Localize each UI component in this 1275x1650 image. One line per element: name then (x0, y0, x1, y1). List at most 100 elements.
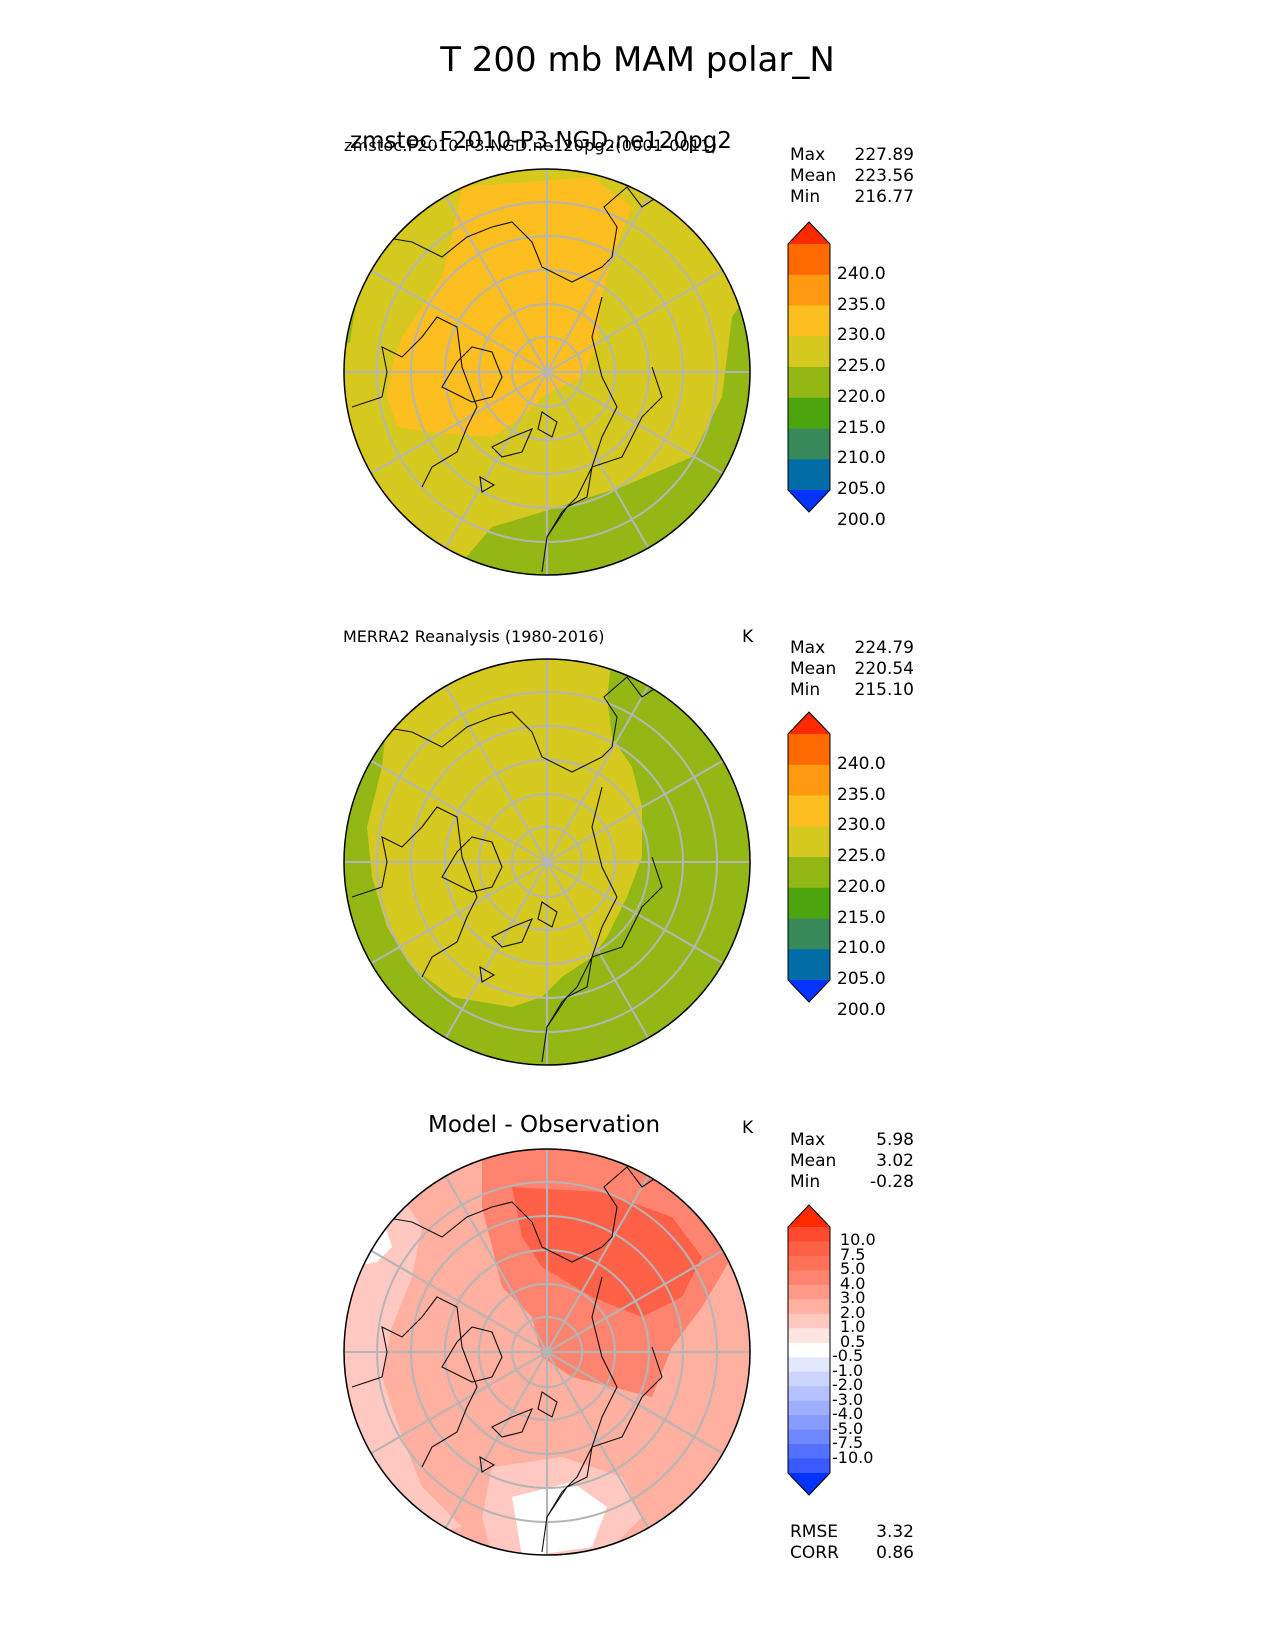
colorbar-extend-bottom (788, 490, 830, 512)
stat-max: Max 224.79 (790, 638, 914, 658)
colorbar-model (787, 221, 831, 513)
colorbar-swatch (788, 1342, 830, 1358)
field-region-center-olive (367, 659, 642, 1007)
colorbar-swatch (788, 428, 830, 460)
colorbar-extend-top (788, 1205, 830, 1227)
colorbar-swatch (788, 367, 830, 399)
colorbar-swatch (788, 336, 830, 368)
stat-rmse: RMSE 3.32 (790, 1522, 914, 1542)
colorbar-swatch (788, 1357, 830, 1373)
stat-mean: Mean 220.54 (790, 659, 914, 679)
colorbar-tick-label: 230.0 (837, 325, 886, 346)
coastlines (351, 1166, 673, 1553)
panel-obs-units: K (742, 627, 754, 647)
panel-model-stats: Max 227.89 Mean 223.56 Min 216.77 (790, 145, 914, 208)
colorbar-tick-label: 205.0 (837, 479, 886, 499)
colorbar-tick-label: -0.5 (832, 1346, 864, 1366)
stat-max: Max 227.89 (790, 145, 914, 165)
colorbar-outline (787, 1204, 831, 1496)
colorbar-swatches (787, 711, 831, 1003)
colorbar-tick-label: 215.0 (837, 907, 886, 928)
stat-mean: Mean 3.02 (790, 1151, 914, 1171)
colorbar-tick-label: 240.0 (837, 263, 886, 284)
colorbar-extend-bottom (788, 980, 830, 1002)
colorbar-tick-label: 5.0 (840, 1259, 866, 1279)
colorbar-tick-label: 205.0 (837, 969, 886, 989)
colorbar-swatch (788, 1328, 830, 1344)
colorbar-swatch (788, 1299, 830, 1315)
colorbar-tick-label: 225.0 (837, 356, 886, 376)
colorbar-tick-label: 220.0 (837, 876, 886, 897)
colorbar-tick-label: -5.0 (832, 1418, 864, 1438)
colorbar-tick-label: -1.0 (832, 1360, 864, 1380)
colorbar-swatch (788, 764, 830, 796)
colorbar-tick-label: -3.0 (832, 1389, 864, 1409)
colorbar-tick-label: 1.0 (840, 1317, 866, 1337)
colorbar-swatch (788, 734, 830, 766)
colorbar-swatch (788, 1255, 830, 1271)
stat-min: Min 215.10 (790, 680, 914, 700)
figure-title: T 200 mb MAM polar_N (440, 40, 835, 80)
colorbar-tick-label: 10.0 (840, 1230, 876, 1250)
colorbar-swatch (788, 1444, 830, 1460)
colorbar-tick-label: 220.0 (837, 386, 886, 407)
colorbar-tick-label: -10.0 (832, 1447, 874, 1467)
map-boundary (343, 1148, 751, 1556)
colorbar-swatch (788, 918, 830, 950)
map-obs (343, 658, 751, 1066)
map-diff (343, 1148, 751, 1556)
colorbar-tick-label: -4.0 (832, 1404, 864, 1424)
colorbar-swatch (788, 1371, 830, 1387)
colorbar-tick-label: 230.0 (837, 815, 886, 836)
colorbar-tick-label: -7.5 (832, 1433, 864, 1453)
colorbar-tick-label: -2.0 (832, 1375, 864, 1395)
colorbar-tick-label: 225.0 (837, 846, 886, 866)
colorbar-extend-top (788, 222, 830, 244)
colorbar-tick-label: 4.0 (840, 1273, 866, 1293)
stat-mean: Mean 223.56 (790, 166, 914, 186)
colorbar-tick-label: 235.0 (837, 784, 886, 805)
colorbar-swatches (787, 221, 831, 513)
panel-diff-rmse-corr: RMSE 3.32 CORR 0.86 (790, 1522, 914, 1564)
colorbar-swatch (788, 1415, 830, 1431)
colorbar-extend-bottom (788, 1473, 830, 1495)
field-region-south-white (512, 1482, 607, 1555)
graticule (344, 659, 750, 1065)
stat-min: Min 216.77 (790, 187, 914, 207)
colorbar-tick-label: 7.5 (840, 1244, 866, 1264)
colorbar-tick-label: 210.0 (837, 938, 886, 959)
map-model (343, 168, 751, 576)
panel-model-title-overlay: zmstoc.F2010-P3.NGD.ne120pg2(0001-0011) (344, 136, 718, 155)
panel-diff-title: Model - Observation (428, 1112, 661, 1138)
map-boundary (343, 168, 751, 576)
panel-obs-title: MERRA2 Reanalysis (1980-2016) (343, 627, 605, 646)
colorbar-swatch (788, 1227, 830, 1242)
colorbar-swatch (788, 1386, 830, 1402)
colorbar-swatch (788, 1270, 830, 1286)
colorbar-tick-label: 200.0 (837, 509, 886, 530)
graticule (344, 169, 750, 575)
field-region-southeast-green (462, 287, 750, 575)
colorbar-swatches (787, 1204, 831, 1496)
colorbar-obs (787, 711, 831, 1003)
colorbar-swatch (788, 397, 830, 429)
colorbar-tick-label: 3.0 (840, 1288, 866, 1308)
colorbar-tick-label: 0.5 (840, 1331, 866, 1351)
colorbar-tick-label: 2.0 (840, 1302, 866, 1322)
colorbar-swatch (788, 1313, 830, 1329)
colorbar-extend-top (788, 712, 830, 734)
stat-min: Min -0.28 (790, 1172, 914, 1192)
colorbar-tick-label: 240.0 (837, 753, 886, 774)
colorbar-swatch (788, 1429, 830, 1445)
panel-diff-stats: Max 5.98 Mean 3.02 Min -0.28 (790, 1130, 914, 1193)
colorbar-swatch (788, 887, 830, 919)
colorbar-swatch (788, 826, 830, 858)
colorbar-swatch (788, 1241, 830, 1257)
coastlines (351, 186, 673, 573)
colorbar-swatch (788, 1458, 830, 1474)
colorbar-outline (787, 221, 831, 513)
panel-diff-units: K (742, 1118, 754, 1138)
colorbar-swatch (788, 949, 830, 981)
colorbar-swatch (788, 857, 830, 889)
stat-corr: CORR 0.86 (790, 1543, 914, 1563)
